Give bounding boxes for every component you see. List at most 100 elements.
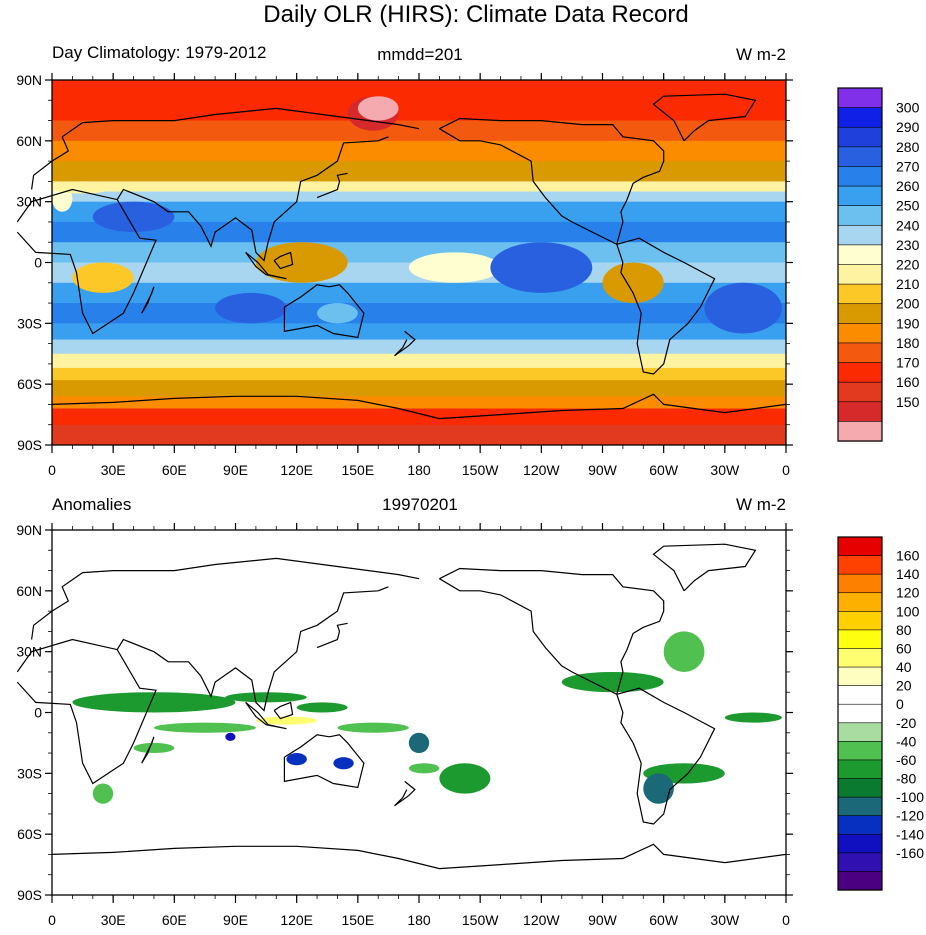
region-12	[317, 303, 358, 324]
climatology-axes: 0 30E 60E 90E 120E 150E 180 150W 120W 90W 60W 30W 09…	[16, 72, 793, 478]
x-tick-label: 120E	[280, 912, 313, 928]
y-tick-label: 0	[34, 255, 42, 271]
region-6	[602, 262, 664, 304]
colorbar-label: 20	[896, 678, 912, 694]
lat-band-20	[52, 424, 786, 446]
anomalies-map	[16, 529, 787, 896]
colorbar-label: 230	[896, 237, 920, 253]
colorbar-swatch	[837, 703, 883, 724]
region-8	[419, 671, 491, 693]
lat-band-13	[52, 323, 786, 341]
region-20	[333, 757, 354, 770]
colorbar-swatch	[837, 166, 883, 187]
colorbar-label: -120	[896, 808, 924, 824]
lat-band-19	[52, 408, 786, 426]
region-7	[92, 201, 175, 233]
colorbar-swatch	[837, 283, 883, 305]
region-11	[714, 722, 776, 743]
colorbar-label: 120	[896, 585, 920, 601]
colorbar-swatch	[837, 401, 883, 422]
x-tick-label: 0	[48, 912, 56, 928]
y-tick-label: 30S	[17, 315, 42, 331]
coastline-5	[616, 687, 716, 825]
colorbar-swatch	[837, 648, 883, 668]
colorbar-swatch	[837, 342, 883, 364]
colorbar-swatch	[837, 126, 883, 148]
x-tick-label: 30E	[101, 462, 126, 478]
coastline-10	[316, 172, 348, 199]
coastline-2	[116, 586, 389, 712]
colorbar-label: 290	[896, 119, 920, 135]
x-tick-label: 60E	[162, 912, 187, 928]
colorbar-label: -80	[896, 771, 916, 787]
colorbar-label: 100	[896, 603, 920, 619]
x-tick-label: 60W	[649, 912, 679, 928]
coastline-6	[652, 93, 757, 142]
x-tick-label: 0	[48, 462, 56, 478]
climatology-units: W m-2	[736, 45, 786, 64]
colorbar-label: 270	[896, 158, 920, 174]
region-18	[225, 732, 236, 741]
coastline-4	[439, 117, 665, 246]
lat-band-4	[52, 161, 786, 182]
region-30	[408, 763, 440, 774]
x-tick-label: 0	[782, 462, 790, 478]
colorbar-swatch	[837, 573, 883, 594]
colorbar-label: -40	[896, 733, 916, 749]
region-2	[245, 600, 267, 622]
colorbar-swatch	[837, 205, 883, 226]
colorbar-label: 180	[896, 335, 920, 351]
region-15	[225, 692, 307, 703]
colorbar-label: -60	[896, 752, 916, 768]
x-tick-label: 60E	[162, 462, 187, 478]
colorbar-label: 210	[896, 276, 920, 292]
coastline-2	[116, 136, 389, 262]
climatology-center-label: mmdd=201	[377, 45, 463, 64]
region-22	[561, 671, 664, 693]
colorbar-label: -20	[896, 715, 916, 731]
x-tick-label: 90W	[588, 462, 618, 478]
x-tick-label: 180	[407, 462, 431, 478]
y-tick-label: 60S	[17, 826, 42, 842]
coastline-7	[51, 843, 787, 870]
coastline-3	[283, 734, 365, 789]
colorbar-swatch	[837, 666, 883, 687]
colorbar-label: 60	[896, 640, 912, 656]
x-tick-label: 30W	[710, 912, 740, 928]
coastline-12	[141, 736, 155, 764]
colorbar-label: 80	[896, 622, 912, 638]
region-5	[72, 262, 134, 293]
x-tick-label: 150E	[341, 462, 374, 478]
x-tick-label: 120W	[523, 462, 560, 478]
coastline-8	[273, 701, 294, 720]
region-1	[357, 96, 399, 121]
colorbar-label: 260	[896, 178, 920, 194]
colorbar-swatch	[837, 224, 883, 246]
coastline-0	[16, 188, 157, 335]
lat-band-12	[52, 303, 786, 324]
lat-band-1	[52, 100, 786, 122]
x-tick-label: 90E	[223, 462, 248, 478]
colorbar-label: -140	[896, 826, 924, 842]
lat-band-0	[52, 80, 786, 101]
colorbar-label: 170	[896, 355, 920, 371]
x-tick-label: 30E	[101, 912, 126, 928]
colorbar-swatch	[837, 629, 883, 650]
anomalies-center-label: 19970201	[382, 495, 458, 514]
lat-band-5	[52, 181, 786, 193]
lat-band-2	[52, 120, 786, 142]
colorbar-label: 200	[896, 296, 920, 312]
colorbar-label: -100	[896, 789, 924, 805]
coastline-7	[51, 393, 787, 420]
anomalies-units: W m-2	[736, 495, 786, 514]
colorbar-label: 190	[896, 315, 920, 331]
region-9	[459, 631, 481, 652]
anomalies-axes: 0 30E 60E 90E 120E 150E 180 150W 120W 90W 60W 30W 09…	[16, 522, 793, 928]
region-8	[215, 292, 287, 324]
x-tick-label: 120E	[280, 462, 313, 478]
y-tick-label: 30S	[17, 765, 42, 781]
lat-band-17	[52, 380, 786, 397]
region-11	[704, 282, 782, 334]
coastline-8	[273, 251, 294, 270]
